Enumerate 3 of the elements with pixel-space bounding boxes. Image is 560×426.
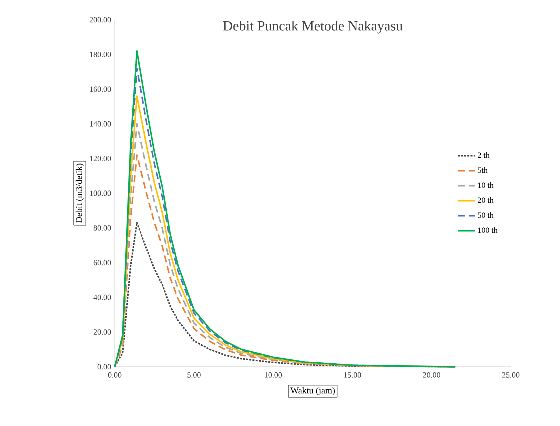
- y-axis-title: Debit (m3/detik): [76, 164, 84, 224]
- chart-title: Debit Puncak Metode Nakayasu: [223, 20, 403, 34]
- x-axis-title: Waktu (jam): [290, 387, 336, 396]
